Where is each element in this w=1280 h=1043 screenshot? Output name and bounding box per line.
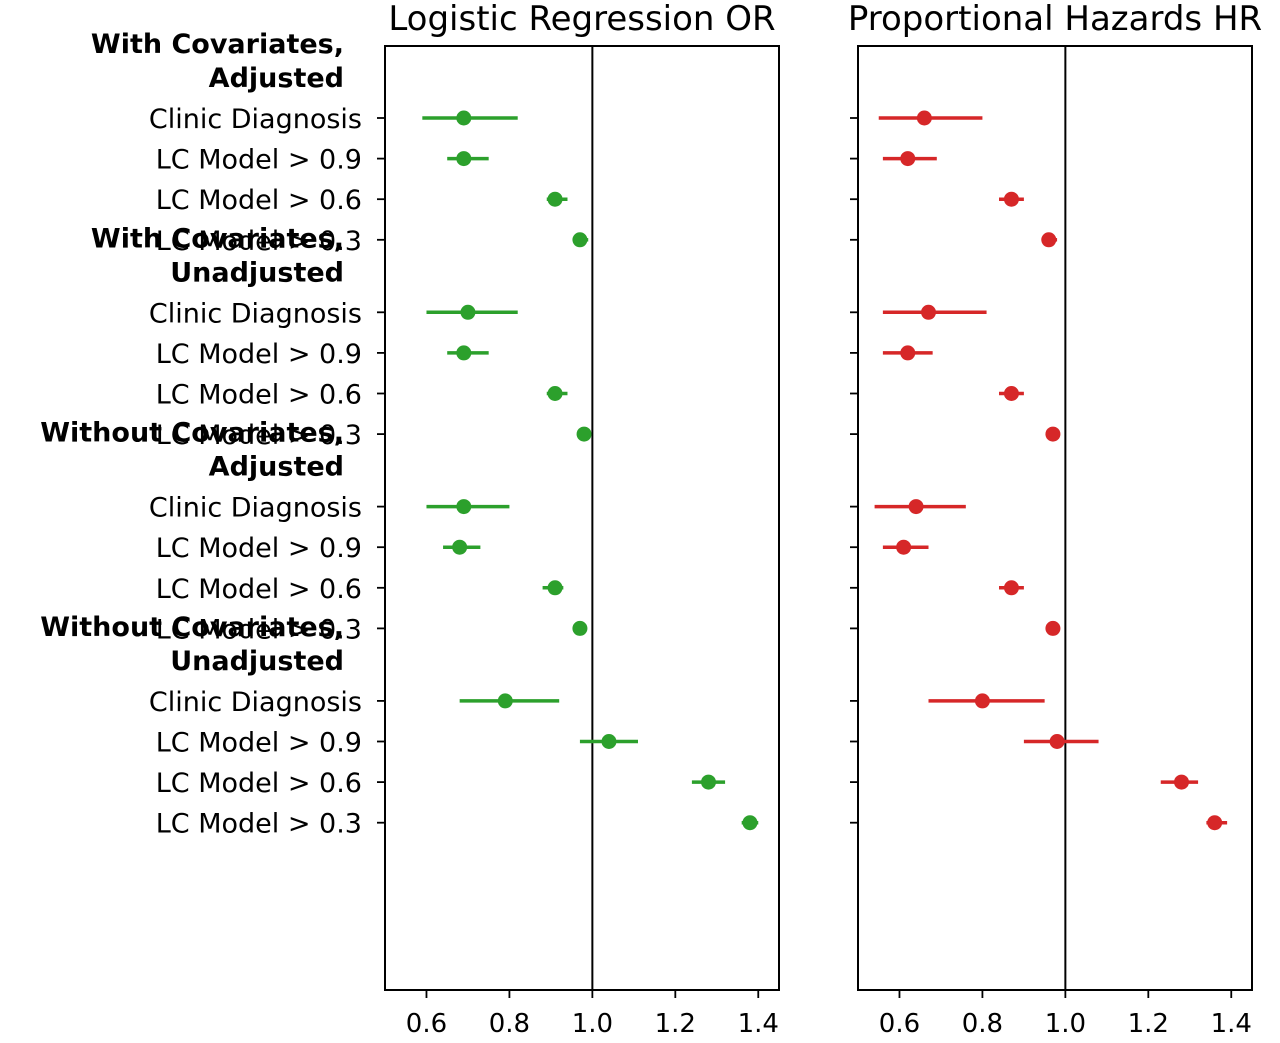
x-tick-label: 1.4 xyxy=(1211,1009,1252,1038)
group-label-line1: Without Covariates, xyxy=(40,418,344,449)
estimate-point xyxy=(572,620,588,636)
estimate-point xyxy=(1173,774,1189,790)
estimate-point xyxy=(572,232,588,248)
row-label: LC Model > 0.6 xyxy=(156,380,362,411)
estimate-point xyxy=(896,539,912,555)
estimate-point xyxy=(456,151,472,167)
estimate-point xyxy=(456,110,472,126)
estimate-point xyxy=(1003,191,1019,207)
group-label-line1: Without Covariates, xyxy=(40,612,344,643)
x-tick-label: 1.0 xyxy=(1045,1009,1086,1038)
estimate-point xyxy=(900,345,916,361)
x-tick-label: 0.8 xyxy=(962,1009,1003,1038)
estimate-point xyxy=(1045,426,1061,442)
panel-title: Proportional Hazards HR xyxy=(848,0,1262,39)
estimate-point xyxy=(452,539,468,555)
estimate-point xyxy=(1049,734,1065,749)
group-label-line2: Adjusted xyxy=(209,63,344,94)
estimate-point xyxy=(547,580,563,596)
estimate-point xyxy=(456,499,472,515)
estimate-point xyxy=(460,304,476,320)
panel-frame xyxy=(384,45,780,991)
estimate-point xyxy=(742,815,758,831)
estimate-point xyxy=(1207,815,1223,831)
estimate-point xyxy=(456,345,472,361)
estimate-point xyxy=(700,774,716,790)
row-label: Clinic Diagnosis xyxy=(149,687,362,718)
estimate-point xyxy=(921,304,937,320)
estimate-point xyxy=(974,693,990,709)
estimate-point xyxy=(908,499,924,515)
x-tick-label: 0.8 xyxy=(489,1009,530,1038)
row-label: LC Model > 0.6 xyxy=(156,574,362,605)
group-label-line2: Unadjusted xyxy=(170,257,344,288)
row-label: LC Model > 0.3 xyxy=(156,420,362,451)
row-label: LC Model > 0.9 xyxy=(156,728,362,759)
estimate-point xyxy=(1045,620,1061,636)
row-label: LC Model > 0.6 xyxy=(156,185,362,216)
row-label: LC Model > 0.3 xyxy=(156,614,362,645)
estimate-point xyxy=(1003,386,1019,401)
estimate-point xyxy=(547,191,563,207)
x-tick-label: 0.6 xyxy=(879,1009,920,1038)
estimate-point xyxy=(1041,232,1057,248)
x-tick-label: 0.6 xyxy=(406,1009,447,1038)
estimate-point xyxy=(916,110,932,126)
estimate-point xyxy=(497,693,513,709)
row-label: Clinic Diagnosis xyxy=(149,493,362,524)
row-label: LC Model > 0.3 xyxy=(156,226,362,257)
x-tick-label: 1.2 xyxy=(655,1009,696,1038)
x-tick-label: 1.2 xyxy=(1128,1009,1169,1038)
estimate-point xyxy=(900,151,916,167)
estimate-point xyxy=(601,734,617,749)
x-tick-label: 1.4 xyxy=(738,1009,779,1038)
row-label: LC Model > 0.3 xyxy=(156,809,362,840)
group-label-line1: With Covariates, xyxy=(91,223,344,254)
estimate-point xyxy=(576,426,592,442)
group-label-line2: Unadjusted xyxy=(170,646,344,677)
row-label: LC Model > 0.9 xyxy=(156,339,362,370)
row-label: LC Model > 0.6 xyxy=(156,768,362,799)
row-label: Clinic Diagnosis xyxy=(149,298,362,329)
row-label: LC Model > 0.9 xyxy=(156,533,362,564)
estimate-point xyxy=(1003,580,1019,596)
row-label: LC Model > 0.9 xyxy=(156,145,362,176)
panel-title: Logistic Regression OR xyxy=(388,0,775,39)
estimate-point xyxy=(547,386,563,401)
panel-frame xyxy=(857,45,1253,991)
group-label-line2: Adjusted xyxy=(209,452,344,483)
row-label: Clinic Diagnosis xyxy=(149,104,362,135)
x-tick-label: 1.0 xyxy=(572,1009,613,1038)
group-label-line1: With Covariates, xyxy=(91,29,344,60)
